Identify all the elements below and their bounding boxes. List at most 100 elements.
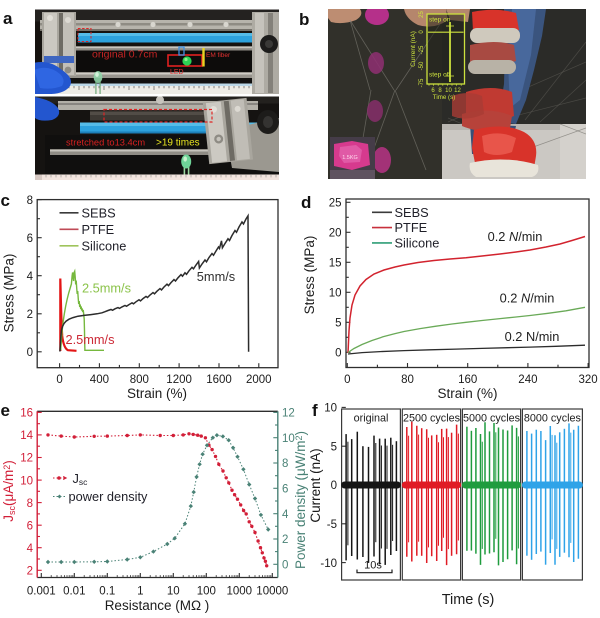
svg-text:80: 80 [401, 374, 414, 386]
svg-text:0: 0 [335, 348, 341, 360]
svg-text:0: 0 [56, 374, 62, 386]
svg-text:100: 100 [197, 586, 216, 598]
svg-text:16: 16 [20, 408, 33, 420]
svg-text:6: 6 [431, 88, 435, 94]
svg-text:14: 14 [20, 430, 33, 442]
svg-text:Stress (MPa): Stress (MPa) [302, 236, 317, 315]
svg-text:4: 4 [282, 509, 289, 521]
svg-text:Time (s): Time (s) [442, 592, 495, 608]
svg-text:step on: step on [429, 17, 451, 24]
svg-text:Current (nA): Current (nA) [308, 448, 323, 522]
svg-text:power density: power density [69, 489, 149, 504]
svg-text:0: 0 [282, 560, 288, 572]
svg-text:240: 240 [518, 374, 537, 386]
svg-text:Silicone: Silicone [395, 235, 440, 250]
svg-text:0.001: 0.001 [27, 586, 56, 598]
svg-text:2.5mm/s: 2.5mm/s [82, 281, 131, 296]
svg-text:Time (s): Time (s) [433, 94, 455, 101]
svg-text:a: a [3, 9, 13, 28]
svg-text:6: 6 [282, 484, 288, 496]
svg-text:0: 0 [344, 374, 350, 386]
svg-text:0.2 N/min: 0.2 N/min [505, 329, 560, 344]
svg-text:4: 4 [27, 271, 34, 283]
svg-text:8000 cycles: 8000 cycles [524, 413, 582, 425]
svg-text:2500 cycles: 2500 cycles [403, 413, 461, 425]
svg-text:8: 8 [438, 88, 442, 94]
svg-text:2000: 2000 [246, 374, 272, 386]
svg-text:160: 160 [458, 374, 477, 386]
svg-text:20: 20 [329, 228, 342, 240]
svg-text:SEBS: SEBS [395, 205, 429, 220]
svg-text:original 0.7cm: original 0.7cm [92, 49, 158, 61]
svg-text:-50: -50 [419, 61, 425, 70]
svg-text:2: 2 [27, 566, 33, 578]
svg-text:-10: -10 [320, 558, 337, 570]
svg-text:1.5KG: 1.5KG [342, 155, 358, 161]
svg-text:Resistance (MΩ ): Resistance (MΩ ) [105, 598, 210, 613]
svg-text:LED: LED [170, 69, 184, 76]
svg-text:25: 25 [419, 11, 425, 18]
svg-text:EM fiber: EM fiber [206, 52, 231, 59]
svg-text:6: 6 [27, 520, 33, 532]
svg-text:800: 800 [130, 374, 149, 386]
svg-text:b: b [299, 10, 309, 29]
svg-text:15: 15 [329, 258, 342, 270]
svg-text:0.2 N/min: 0.2 N/min [488, 229, 543, 244]
svg-text:>19 times: >19 times [156, 138, 200, 149]
svg-text:0: 0 [27, 347, 33, 359]
svg-text:12: 12 [282, 408, 295, 420]
svg-text:4: 4 [27, 543, 34, 555]
svg-text:2.5mm/s: 2.5mm/s [65, 332, 114, 347]
svg-text:PTFE: PTFE [82, 222, 115, 237]
svg-text:5mm/s: 5mm/s [197, 269, 235, 284]
svg-text:25: 25 [329, 198, 342, 210]
svg-text:c: c [1, 191, 10, 210]
svg-text:5: 5 [335, 318, 341, 330]
svg-text:8: 8 [282, 458, 288, 470]
svg-text:10: 10 [324, 403, 337, 415]
svg-text:1000: 1000 [227, 586, 253, 598]
svg-text:f: f [312, 401, 318, 420]
svg-text:-5: -5 [327, 519, 337, 531]
svg-text:SEBS: SEBS [82, 205, 116, 220]
svg-text:0.1: 0.1 [99, 586, 115, 598]
svg-text:d: d [301, 193, 311, 212]
svg-text:0: 0 [419, 30, 425, 34]
svg-text:1: 1 [137, 586, 143, 598]
svg-text:1200: 1200 [166, 374, 192, 386]
svg-text:12: 12 [454, 88, 461, 94]
svg-text:Strain (%): Strain (%) [437, 386, 497, 401]
svg-text:1600: 1600 [206, 374, 232, 386]
svg-text:2: 2 [282, 534, 288, 546]
svg-text:Power density (μW/m2): Power density (μW/m2) [293, 431, 308, 569]
svg-text:10: 10 [445, 88, 452, 94]
svg-text:10s: 10s [364, 560, 382, 572]
svg-text:e: e [1, 401, 10, 420]
svg-text:Strain (%): Strain (%) [127, 386, 187, 401]
svg-text:0: 0 [331, 480, 337, 492]
svg-text:step off: step off [429, 72, 450, 79]
svg-text:0.2 N/min: 0.2 N/min [500, 291, 555, 306]
svg-text:10: 10 [282, 433, 295, 445]
svg-text:5: 5 [331, 441, 337, 453]
svg-text:12: 12 [20, 453, 33, 465]
svg-text:10: 10 [20, 475, 33, 487]
svg-text:Stress (MPa): Stress (MPa) [2, 254, 17, 333]
svg-text:8: 8 [27, 498, 33, 510]
svg-text:PTFE: PTFE [395, 220, 428, 235]
svg-text:320: 320 [579, 374, 598, 386]
svg-text:original: original [354, 413, 389, 425]
svg-text:6: 6 [27, 233, 33, 245]
svg-text:5000 cycles: 5000 cycles [463, 413, 521, 425]
svg-text:10: 10 [167, 586, 180, 598]
svg-text:2: 2 [27, 309, 33, 321]
svg-text:-25: -25 [419, 45, 425, 54]
svg-text:-75: -75 [419, 78, 425, 87]
svg-text:10000: 10000 [256, 586, 288, 598]
svg-text:400: 400 [90, 374, 109, 386]
svg-text:Silicone: Silicone [82, 238, 127, 253]
svg-text:0.01: 0.01 [63, 586, 85, 598]
svg-text:stretched to13.4cm: stretched to13.4cm [66, 138, 145, 148]
svg-text:8: 8 [27, 195, 33, 207]
svg-text:Current (nA): Current (nA) [410, 31, 417, 67]
